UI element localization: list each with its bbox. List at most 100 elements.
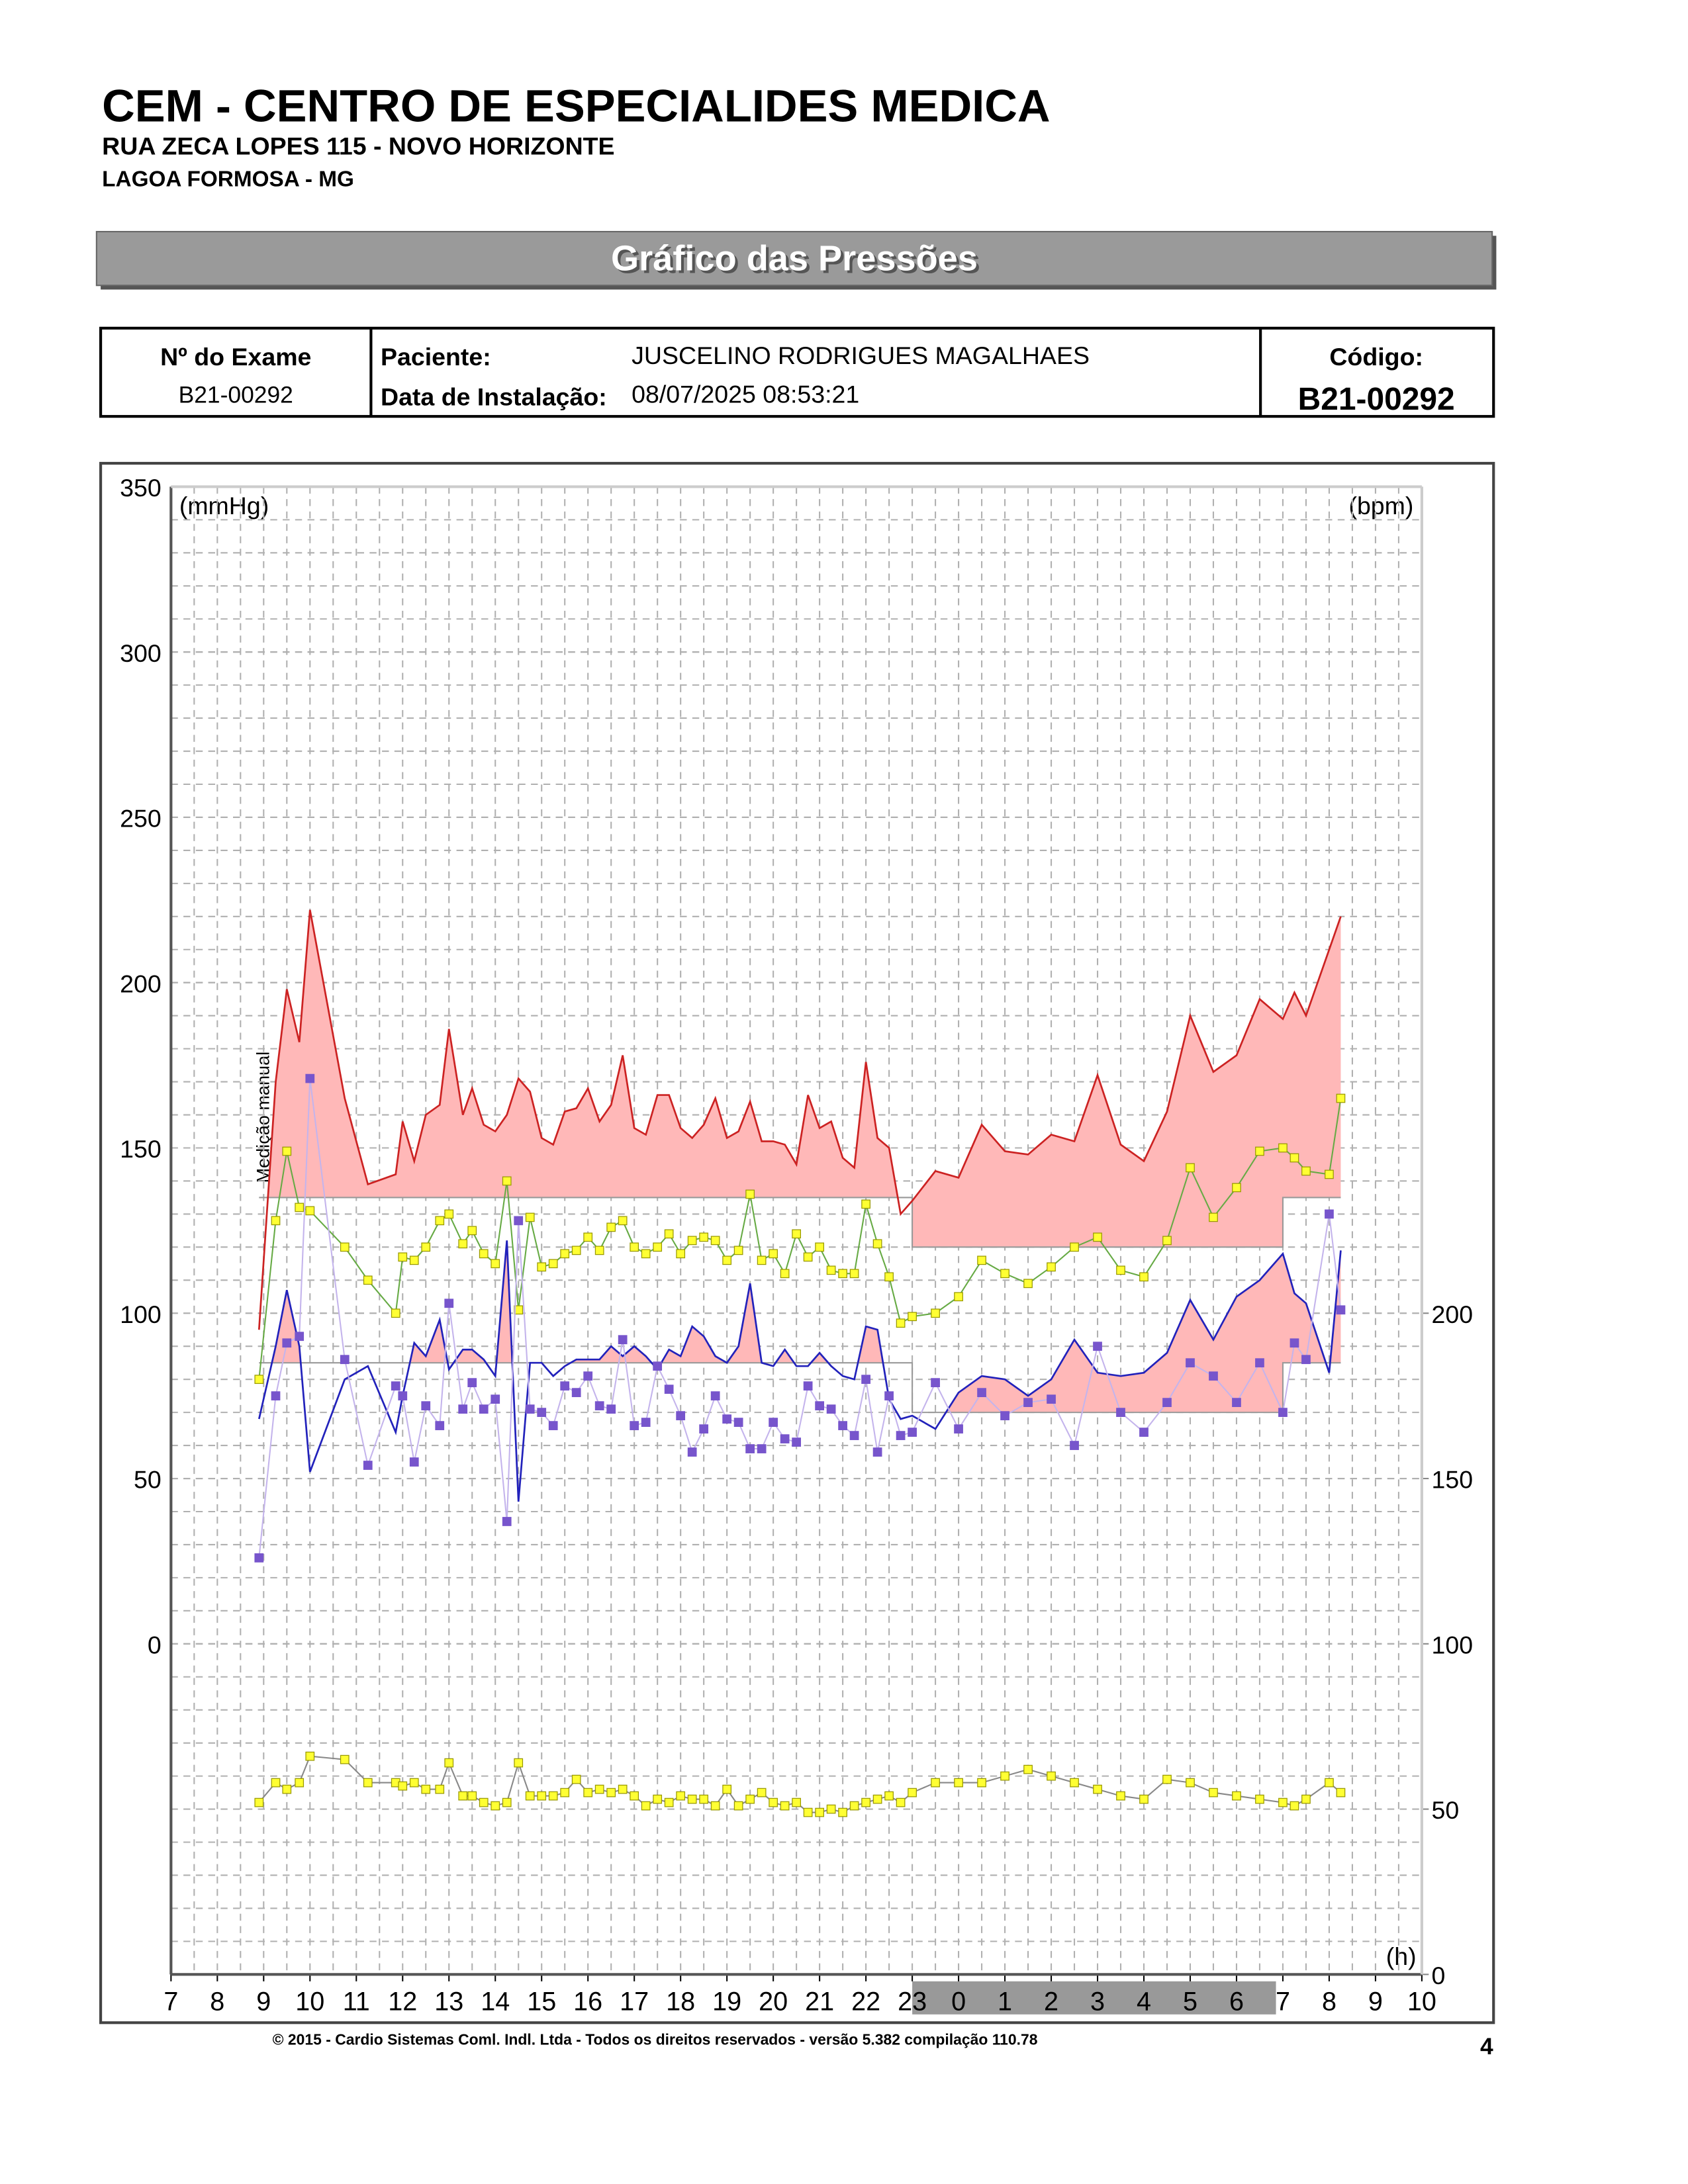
marker <box>1023 1764 1033 1774</box>
marker <box>409 1778 419 1788</box>
marker <box>641 1249 651 1259</box>
marker <box>630 1421 639 1430</box>
marker <box>1139 1428 1149 1437</box>
marker <box>502 1517 512 1526</box>
marker <box>340 1242 350 1252</box>
marker <box>908 1428 917 1437</box>
marker <box>838 1269 847 1279</box>
marker <box>502 1797 512 1807</box>
marker <box>1139 1794 1149 1804</box>
x-tick-label: 15 <box>527 1987 556 2017</box>
marker <box>710 1801 720 1811</box>
marker <box>537 1408 547 1417</box>
marker <box>1162 1236 1172 1246</box>
marker <box>699 1424 709 1433</box>
marker <box>571 1774 581 1784</box>
marker <box>295 1203 305 1212</box>
marker <box>282 1784 292 1794</box>
limit-line <box>259 1197 1341 1248</box>
marker <box>676 1791 686 1801</box>
marker <box>826 1804 836 1814</box>
marker <box>1116 1408 1125 1417</box>
series-line <box>258 909 1342 1330</box>
y2-tick-label: 200 <box>1432 1300 1474 1328</box>
x-tick-label: 5 <box>1183 1987 1197 2017</box>
marker <box>594 1784 604 1794</box>
marker <box>757 1444 767 1453</box>
marker <box>409 1255 419 1265</box>
marker <box>295 1778 305 1788</box>
marker <box>699 1794 709 1804</box>
marker <box>803 1381 813 1391</box>
marker <box>780 1269 790 1279</box>
x-tick-label: 0 <box>951 1987 966 2017</box>
x-tick-label: 12 <box>388 1987 417 2017</box>
address: RUA ZECA LOPES 115 - NOVO HORIZONTE <box>102 132 614 159</box>
marker <box>282 1338 292 1348</box>
patient-value: JUSCELINO RODRIGUES MAGALHAES <box>632 341 1090 369</box>
x-tick-label: 19 <box>712 1987 741 2017</box>
marker <box>954 1424 963 1433</box>
marker <box>884 1791 894 1801</box>
marker <box>583 1788 593 1797</box>
marker <box>733 1418 743 1427</box>
marker <box>398 1781 408 1791</box>
marker <box>467 1226 477 1236</box>
marker <box>954 1778 963 1788</box>
marker <box>1186 1163 1195 1173</box>
marker <box>872 1447 882 1457</box>
marker <box>896 1431 906 1440</box>
marker <box>1162 1398 1172 1408</box>
y2-tick-label: 150 <box>1432 1466 1474 1494</box>
marker <box>1070 1441 1079 1450</box>
marker <box>1289 1801 1299 1811</box>
x-tick-label: 10 <box>295 1987 324 2017</box>
marker <box>1278 1408 1288 1417</box>
marker <box>479 1797 489 1807</box>
x-tick-label: 13 <box>434 1987 463 2017</box>
marker <box>733 1246 743 1255</box>
exam-value: B21-00292 <box>179 381 293 408</box>
page-number: 4 <box>1480 2033 1493 2060</box>
marker <box>282 1146 292 1156</box>
x-tick-label: 16 <box>573 1987 602 2017</box>
marker <box>271 1778 281 1788</box>
marker <box>849 1801 859 1811</box>
marker <box>1255 1794 1264 1804</box>
marker <box>254 1375 264 1385</box>
marker <box>254 1797 264 1807</box>
marker <box>769 1797 778 1807</box>
marker <box>792 1797 801 1807</box>
marker <box>594 1401 604 1411</box>
marker <box>1278 1797 1288 1807</box>
marker <box>653 1794 663 1804</box>
marker <box>803 1252 813 1262</box>
marker <box>826 1404 836 1414</box>
marker <box>861 1375 870 1385</box>
marker <box>458 1791 468 1801</box>
marker <box>1139 1272 1149 1282</box>
marker <box>1325 1778 1334 1788</box>
marker <box>1209 1788 1218 1797</box>
marker <box>271 1391 281 1401</box>
marker <box>1301 1794 1311 1804</box>
marker <box>664 1797 674 1807</box>
marker <box>931 1308 940 1318</box>
marker <box>745 1444 755 1453</box>
marker <box>479 1404 489 1414</box>
marker <box>687 1794 697 1804</box>
marker <box>340 1754 350 1764</box>
y2-tick-label: 0 <box>1432 1962 1446 1989</box>
y-tick-label: 0 <box>148 1631 162 1659</box>
marker <box>815 1807 824 1817</box>
marker <box>435 1216 445 1226</box>
marker <box>1325 1169 1334 1179</box>
marker <box>884 1272 894 1282</box>
marker <box>1070 1242 1079 1252</box>
x-tick-label: 4 <box>1137 1987 1151 2017</box>
marker <box>977 1778 986 1788</box>
marker <box>444 1298 454 1308</box>
marker <box>1000 1269 1009 1279</box>
marker <box>872 1794 882 1804</box>
marker <box>560 1381 570 1391</box>
